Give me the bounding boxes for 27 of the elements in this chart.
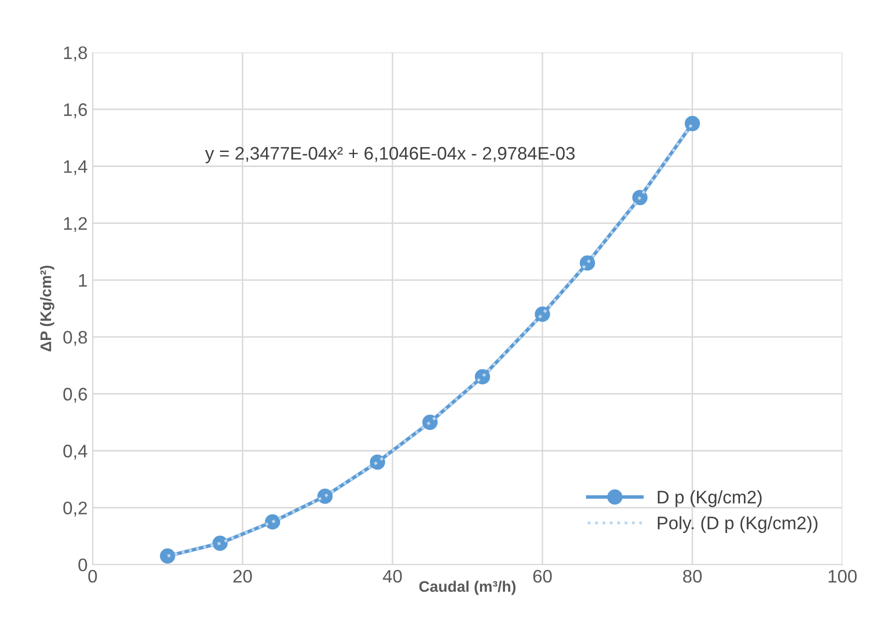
y-tick-label: 0,4 [63, 444, 88, 460]
y-tick-label: 1,8 [64, 46, 87, 62]
x-tick-label: 100 [828, 570, 857, 583]
y-tick-label: 0,2 [63, 502, 87, 517]
y-tick-label: 0,8 [63, 330, 87, 346]
x-tick-label: 0 [88, 570, 97, 583]
annotation: y = 2,3477E-04x² + 6,1046E-04x - 2,9784E-03 [205, 146, 575, 164]
point [684, 116, 700, 132]
x-tick-label: 60 [533, 570, 552, 583]
point [632, 190, 648, 206]
x-axis-title: Caudal (m³/h) [419, 580, 516, 595]
x-tick-label: 80 [683, 570, 702, 583]
y-tick-label: 1 [79, 274, 87, 287]
y-axis-title: ΔP (Kg/cm²) [40, 266, 54, 352]
y-tick-label: 0,6 [63, 388, 87, 403]
point [212, 536, 228, 551]
point [160, 548, 176, 564]
legend-label: Poly. (D p (Kg/cm2)) [658, 516, 818, 533]
point [264, 514, 280, 530]
y-tick-label: 1,2 [64, 217, 87, 232]
x-tick-label: 40 [382, 570, 402, 583]
legend-label: D p (Kg/cm2) [658, 490, 762, 508]
y-tick-label: 0 [78, 558, 88, 572]
y-tick-label: 1,4 [64, 160, 88, 176]
y-tick-label: 1,6 [64, 103, 87, 118]
x-tick-label: 20 [233, 570, 252, 583]
point [422, 414, 438, 430]
